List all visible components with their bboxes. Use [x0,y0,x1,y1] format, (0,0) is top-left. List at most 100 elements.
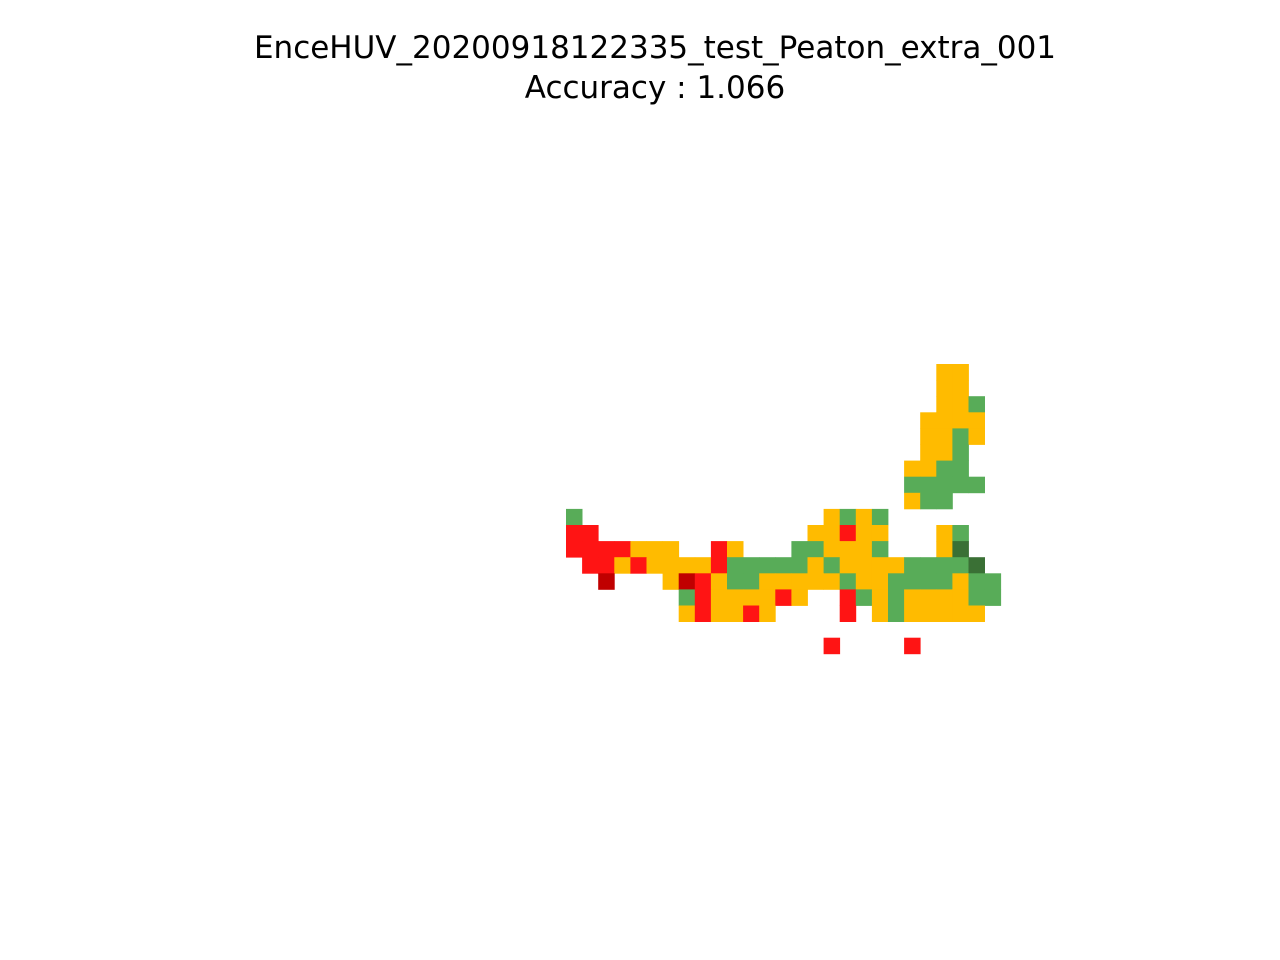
heatmap-cell [920,492,937,510]
heatmap-cell [694,589,712,606]
heatmap-cell [614,557,631,574]
heatmap-cell [904,557,921,574]
heatmap-cell [807,525,824,542]
heatmap-cell [646,557,663,574]
chart-subtitle: Accuracy : 1.066 [524,70,786,106]
heatmap-cell [984,589,1002,606]
heatmap-cell [759,557,776,574]
heatmap-cell [855,557,873,574]
heatmap-cell [727,541,744,558]
heatmap-cell [952,364,969,381]
heatmap-cell [743,589,760,606]
heatmap-cell [598,541,615,558]
heatmap-cell [936,460,953,478]
heatmap-cell [823,573,841,590]
heatmap-cell [759,573,776,590]
heatmap-cell [952,557,969,574]
heatmap-cell [936,428,953,445]
heatmap-cell [630,557,647,574]
heatmap-cell [936,444,953,461]
heatmap-cell [920,460,937,478]
heatmap-cell [582,557,599,574]
heatmap-cell [952,541,969,558]
heatmap-cell [968,412,985,429]
heatmap-cell [662,557,680,574]
heatmap-cell [936,589,953,606]
heatmap-cell [839,605,857,622]
heatmap-cell [936,380,953,397]
heatmap-cell [936,492,953,510]
heatmap-cell [936,412,953,429]
heatmap-cell [791,541,808,558]
heatmap-cell [904,492,921,510]
heatmap-cell [952,412,969,429]
heatmap-cell [839,541,857,558]
heatmap-cell [823,557,841,574]
heatmap-cell [727,573,744,590]
heatmap-cell [791,557,808,574]
heatmap-cell [936,364,953,381]
heatmap-cell [646,541,663,558]
heatmap-cell [791,589,808,606]
heatmap-cell [710,589,728,606]
heatmap-cell [952,396,969,413]
heatmap-cell [662,573,680,590]
chart-title-block: EnceHUV_20200918122335_test_Peaton_extra… [0,28,1280,108]
chart-title: EnceHUV_20200918122335_test_Peaton_extra… [253,30,1057,66]
heatmap-cell [727,557,744,574]
heatmap-cell [727,605,744,622]
heatmap-cell [888,573,905,590]
heatmap-cell [614,541,631,558]
heatmap-cell [936,557,953,574]
heatmap-cell [566,541,583,558]
heatmap-cell [920,557,937,574]
heatmap-cell [678,557,696,574]
heatmap-cell [791,573,808,590]
heatmap-cell [936,476,953,494]
heatmap-cell [952,589,969,606]
heatmap-cell [952,444,969,461]
heatmap-cell [598,573,615,590]
heatmap-cell [920,476,937,494]
heatmap-cell [952,605,969,622]
heatmap-cell [936,541,953,558]
heatmap-cell [968,396,985,413]
heatmap-cell [871,525,889,542]
heatmap-cell [839,508,857,526]
heatmap-cell [904,476,921,494]
heatmap-cell [952,573,969,590]
heatmap-cell [694,605,712,622]
heatmap-cell [855,525,873,542]
heatmap-cell [952,380,969,397]
heatmap-cell [839,589,857,606]
heatmap-cell [904,573,921,590]
heatmap-cell [775,573,792,590]
heatmap-cell [968,605,985,622]
heatmap-cell [904,637,921,655]
heatmap-cell [839,557,857,574]
heatmap-cell [936,396,953,413]
heatmap-cell [855,573,873,590]
heatmap-cell [871,541,889,558]
heatmap-cell [855,508,873,526]
heatmap-cell [952,428,969,445]
heatmap-cell [968,476,985,494]
heatmap-cell [920,444,937,461]
heatmap-cell [823,541,841,558]
heatmap-cell [678,605,696,622]
heatmap-cell [566,508,583,526]
heatmap-cell [920,589,937,606]
heatmap-cell [855,589,873,606]
heatmap-cell [743,573,760,590]
heatmap-cell [823,525,841,542]
heatmap-cell [871,605,889,622]
heatmap-cell [936,573,953,590]
heatmap-cell [823,637,841,655]
heatmap-cell [710,541,728,558]
heatmap-cell [904,605,921,622]
heatmap-cell [710,557,728,574]
heatmap-cell [727,589,744,606]
heatmap-cell [952,460,969,478]
heatmap-cell [952,525,969,542]
heatmap-cell [582,541,599,558]
